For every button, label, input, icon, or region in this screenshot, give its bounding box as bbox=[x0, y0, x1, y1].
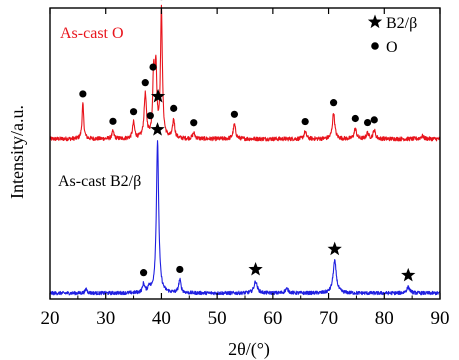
peak-star-marker-0-6 bbox=[150, 88, 166, 103]
peak-circle-marker-0-1 bbox=[109, 117, 117, 125]
x-tick-label-30: 30 bbox=[96, 308, 115, 329]
peak-circle-marker-0-5 bbox=[149, 63, 157, 71]
peak-circle-marker-0-2 bbox=[129, 108, 138, 116]
legend-circle-marker bbox=[371, 42, 379, 50]
peak-circle-marker-0-3 bbox=[141, 79, 149, 87]
legend-star-marker bbox=[367, 14, 383, 29]
x-axis-title: 2θ/(°) bbox=[228, 339, 270, 360]
x-tick-label-90: 90 bbox=[431, 308, 450, 329]
peak-circle-marker-1-2 bbox=[176, 265, 184, 274]
legend-label-b2: B2/β bbox=[386, 15, 417, 32]
peak-circle-marker-1-0 bbox=[140, 269, 148, 277]
x-tick-label-80: 80 bbox=[375, 308, 394, 329]
peak-star-marker-1-1 bbox=[150, 122, 165, 136]
peak-circle-marker-0-9 bbox=[190, 119, 198, 127]
curves-layer bbox=[49, 4, 441, 296]
x-tick-label-40: 40 bbox=[152, 308, 171, 329]
x-tick-label-20: 20 bbox=[41, 308, 60, 329]
legend: B2/β O bbox=[367, 14, 417, 56]
ticks-layer: 20 30 40 50 60 70 80 90 bbox=[41, 8, 450, 329]
peak-star-marker-1-4 bbox=[327, 241, 342, 256]
series-line-as-cast-b2 bbox=[49, 140, 441, 296]
peak-star-marker-1-3 bbox=[248, 261, 263, 276]
series-label-as-cast-o: As-cast O bbox=[60, 25, 124, 42]
peak-circle-marker-0-12 bbox=[329, 99, 338, 107]
peak-star-marker-1-5 bbox=[401, 267, 416, 282]
y-axis-title: Intensity/a.u. bbox=[7, 105, 27, 199]
peak-circle-marker-0-15 bbox=[370, 116, 378, 124]
peak-circle-marker-0-0 bbox=[79, 90, 87, 98]
peak-circle-marker-0-13 bbox=[351, 114, 359, 123]
peak-circle-marker-0-10 bbox=[230, 110, 239, 118]
plot-frame bbox=[49, 7, 441, 300]
series-label-as-cast-b2: As-cast B2/β bbox=[58, 173, 141, 190]
series-line-as-cast-o bbox=[49, 4, 441, 142]
markers-layer bbox=[79, 0, 416, 282]
peak-circle-marker-0-14 bbox=[363, 118, 372, 127]
x-tick-label-70: 70 bbox=[319, 308, 338, 329]
peak-circle-marker-0-8 bbox=[170, 104, 178, 112]
peak-circle-marker-0-11 bbox=[301, 117, 309, 126]
legend-label-o: O bbox=[386, 39, 398, 56]
peak-circle-marker-0-4 bbox=[146, 112, 154, 120]
x-tick-label-50: 50 bbox=[208, 308, 227, 329]
x-tick-label-60: 60 bbox=[263, 308, 282, 329]
